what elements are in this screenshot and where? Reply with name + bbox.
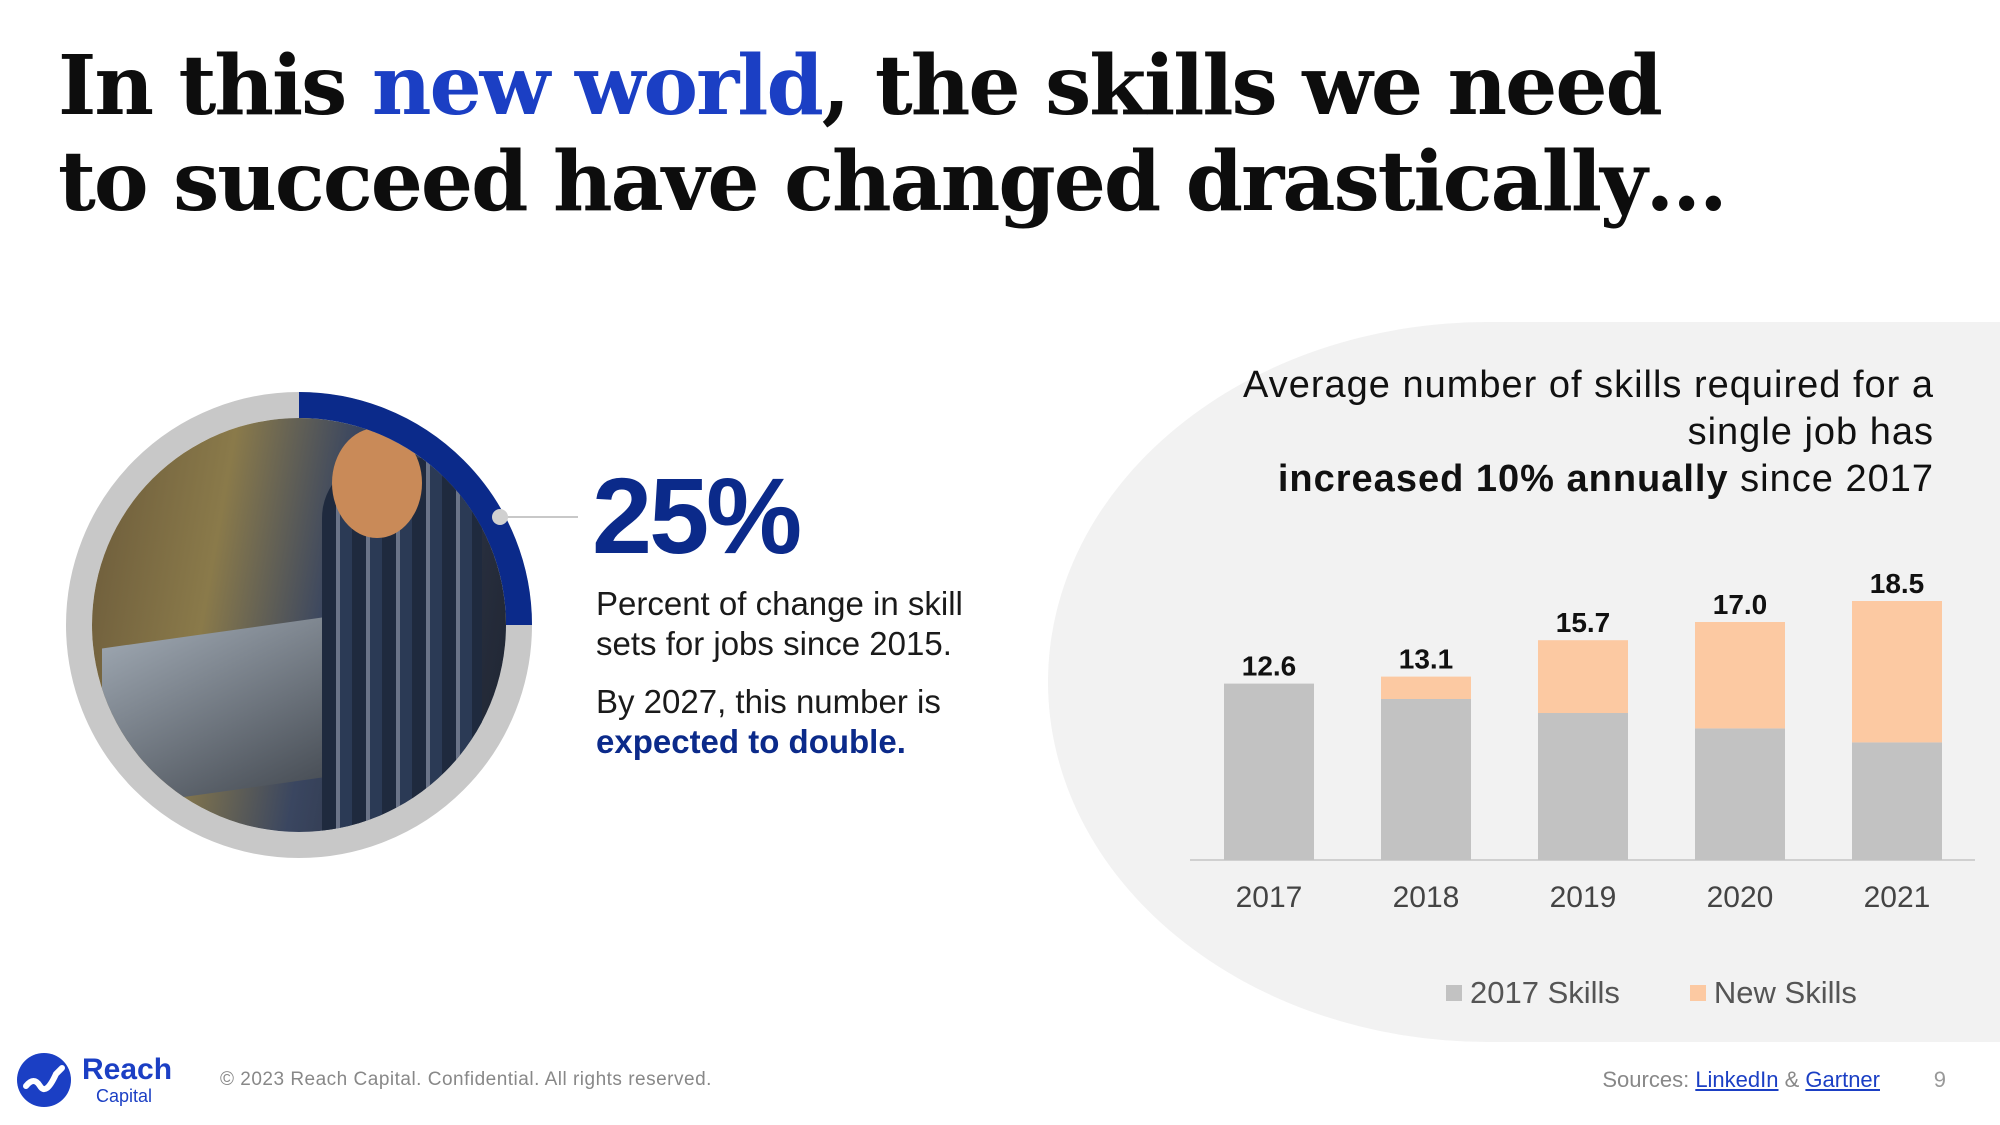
chart-caption: Average number of skills required for a …	[1174, 362, 1934, 503]
legend-swatch-gray	[1446, 985, 1462, 1001]
x-tick-2020: 2020	[1707, 881, 1774, 914]
stat-value: 25%	[592, 455, 802, 576]
bar-new-2019	[1538, 640, 1628, 713]
bar-base-2021	[1852, 742, 1942, 860]
reach-capital-logo-icon	[17, 1053, 71, 1107]
page-number: 9	[1933, 1067, 1946, 1092]
bar-new-2018	[1381, 676, 1471, 699]
x-tick-2017: 2017	[1236, 881, 1303, 914]
stat-note: By 2027, this number is expected to doub…	[596, 682, 1016, 762]
worker-photo	[92, 418, 506, 832]
logo-name: Reach	[82, 1053, 173, 1086]
bar-new-2020	[1695, 622, 1785, 729]
chart-caption-bold: increased 10% annually	[1277, 458, 1729, 500]
x-tick-2021: 2021	[1864, 881, 1931, 914]
title-part-1: In this	[58, 38, 372, 134]
title-part-2: , the skills we need to succeed have cha…	[58, 38, 1728, 230]
source-link-gartner[interactable]: Gartner	[1805, 1067, 1880, 1092]
chart-legend: 2017 Skills New Skills	[1446, 975, 1857, 1011]
stat-note-prefix: By 2027, this number is	[596, 683, 941, 720]
sources-amp: &	[1778, 1067, 1806, 1092]
sources-line: Sources: LinkedIn & Gartner	[1602, 1067, 1880, 1093]
x-tick-2019: 2019	[1550, 881, 1617, 914]
stat-note-bold: expected to double.	[596, 723, 906, 760]
bar-base-2017	[1224, 683, 1314, 860]
bar-base-2020	[1695, 728, 1785, 860]
stat-description: Percent of change in skill sets for jobs…	[596, 585, 963, 662]
legend-label-new-skills: New Skills	[1713, 975, 1857, 1010]
chart-caption-rest: since 2017	[1728, 458, 1934, 500]
legend-swatch-peach	[1689, 985, 1706, 1001]
slide-title: In this new world, the skills we need to…	[58, 38, 1758, 230]
data-label-2019: 15.7	[1556, 607, 1611, 638]
legend-item-new-skills: New Skills	[1689, 975, 1857, 1011]
x-tick-2018: 2018	[1393, 881, 1460, 914]
callout-connector-line	[498, 516, 578, 518]
data-label-2020: 17.0	[1713, 589, 1768, 620]
logo-subtitle: Capital	[96, 1086, 153, 1106]
copyright-text: © 2023 Reach Capital. Confidential. All …	[220, 1069, 712, 1090]
sources-label: Sources:	[1602, 1067, 1696, 1092]
legend-label-2017-skills: 2017 Skills	[1470, 975, 1620, 1010]
chart-caption-line1: Average number of skills required for a …	[1243, 364, 1934, 453]
title-highlight: new world	[371, 38, 824, 134]
data-label-2017: 12.6	[1242, 651, 1297, 682]
bar-new-2021	[1852, 601, 1942, 743]
bar-chart: 12.6 2017 13.1 2018 15.7 2019 17.0 2020 18.5 2021	[1190, 568, 1975, 914]
callout-connector-dot	[492, 509, 508, 525]
photo-machine-shape	[102, 617, 322, 809]
bar-base-2018	[1381, 699, 1471, 860]
chart-background-blob	[1048, 322, 2000, 1042]
bar-base-2019	[1538, 713, 1628, 860]
data-label-2021: 18.5	[1870, 568, 1925, 599]
data-label-2018: 13.1	[1399, 644, 1454, 675]
photo-head-shape	[332, 428, 422, 538]
source-link-linkedin[interactable]: LinkedIn	[1695, 1067, 1779, 1092]
legend-item-2017-skills: 2017 Skills	[1446, 975, 1620, 1011]
